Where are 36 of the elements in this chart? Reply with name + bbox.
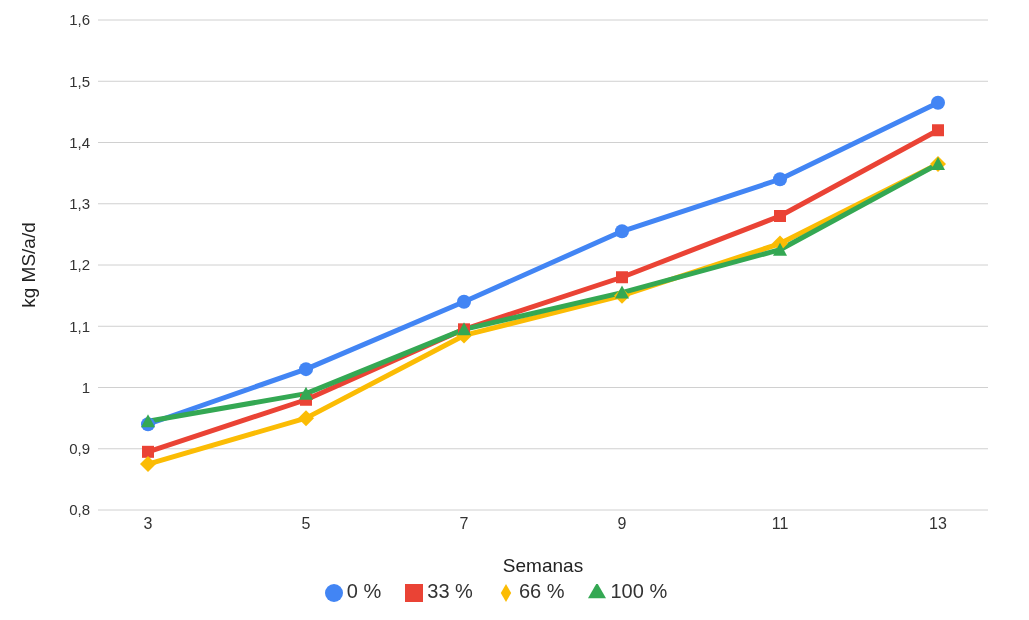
point (141, 414, 155, 428)
point (931, 95, 945, 110)
point (774, 210, 786, 222)
point (140, 456, 156, 473)
y-axis-title: kg MS/a/d (17, 222, 39, 308)
x-tick-label: 7 (459, 515, 469, 533)
y-tick-label: 1 (81, 378, 90, 396)
point (616, 271, 628, 284)
point (142, 445, 154, 458)
x-axis-title: Semanas (502, 555, 584, 576)
point (457, 294, 471, 309)
y-tick-label: 1,2 (69, 256, 90, 274)
point (773, 172, 787, 187)
point (299, 362, 313, 377)
x-tick-label: 3 (143, 515, 153, 533)
x-tick-label: 11 (771, 515, 789, 533)
point (932, 124, 944, 137)
legend-label: 0 % (346, 580, 382, 602)
point (773, 242, 787, 256)
y-tick-label: 1,3 (69, 195, 90, 213)
y-tick-label: 1,5 (69, 72, 90, 90)
point (615, 224, 629, 239)
point (298, 410, 314, 427)
y-tick-label: 1,4 (69, 133, 90, 151)
legend-label: 33 % (427, 580, 473, 602)
y-tick-label: 1,6 (69, 11, 90, 29)
y-tick-label: 0,8 (69, 501, 90, 519)
y-tick-label: 0,9 (69, 440, 90, 458)
x-tick-label: 5 (301, 515, 311, 533)
point (615, 285, 629, 299)
legend-label: 66 % (518, 580, 565, 602)
y-tick-label: 1,1 (69, 317, 90, 335)
legend-label: 100 % (610, 580, 668, 602)
point (299, 386, 313, 400)
x-tick-label: 9 (617, 515, 627, 533)
x-tick-label: 13 (929, 515, 947, 533)
